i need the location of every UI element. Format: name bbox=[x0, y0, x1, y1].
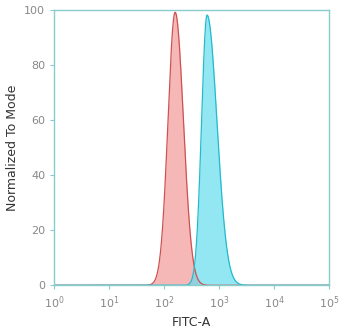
Y-axis label: Normalized To Mode: Normalized To Mode bbox=[6, 84, 19, 211]
X-axis label: FITC-A: FITC-A bbox=[172, 317, 211, 329]
